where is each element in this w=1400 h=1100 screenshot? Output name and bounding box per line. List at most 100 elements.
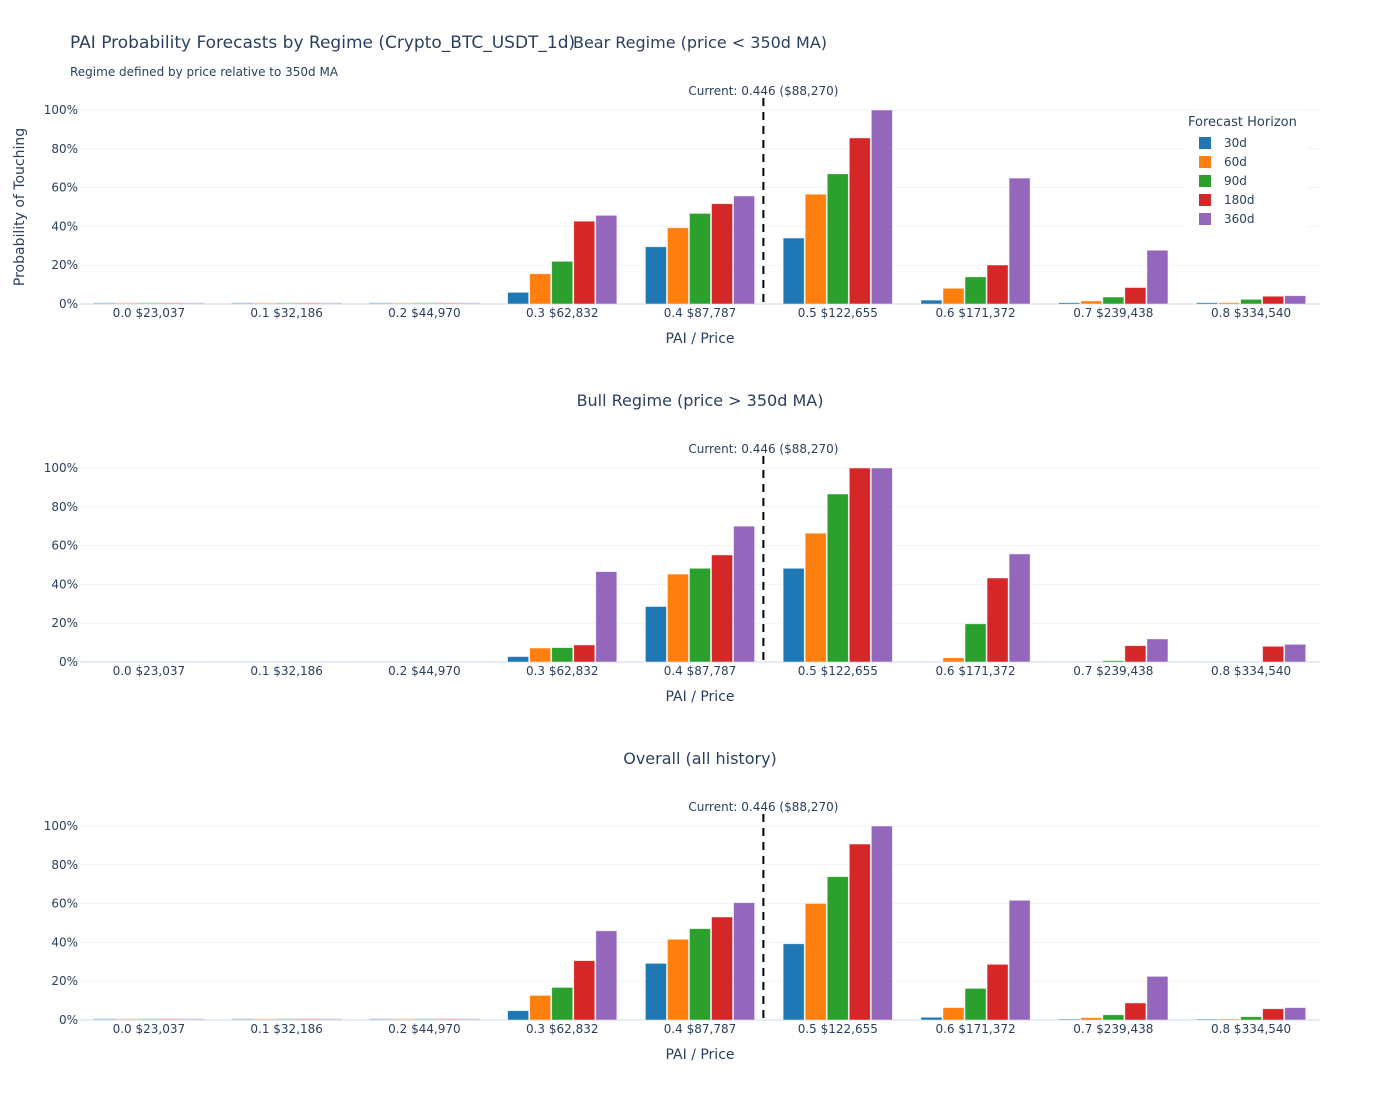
y-tick-label: 0% (59, 297, 78, 311)
bar-360d (1284, 1007, 1307, 1021)
bar-180d (711, 916, 733, 1021)
bar-30d (93, 1018, 116, 1020)
legend-item-180d[interactable]: 180d (1186, 190, 1308, 209)
bar-360d (733, 902, 756, 1021)
y-tick-label: 60% (51, 181, 78, 195)
bar-30d (231, 1018, 254, 1020)
y-axis-title: Probability of Touching (12, 128, 28, 286)
y-tick-label: 80% (51, 858, 78, 872)
current-marker-label: Current: 0.446 ($88,270) (688, 84, 838, 98)
bar-360d (870, 109, 893, 305)
legend-swatch-180d (1199, 193, 1211, 206)
bar-30d (920, 299, 943, 305)
x-tick-label: 0.5 $122,655 (798, 306, 878, 320)
x-tick-label: 0.6 $171,372 (935, 1022, 1015, 1036)
bar-60d (115, 1018, 138, 1020)
subplot-title: Bear Regime (price < 350d MA) (573, 33, 827, 52)
bar-90d (964, 987, 987, 1021)
x-tick-label: 0.8 $334,540 (1211, 306, 1291, 320)
legend-label: 30d (1224, 135, 1247, 150)
bar-60d (115, 302, 138, 304)
bar-90d (1102, 1014, 1125, 1021)
legend-swatch-30d (1199, 136, 1211, 149)
y-tick-label: 0% (59, 1013, 78, 1027)
y-tick-label: 80% (51, 500, 78, 514)
x-axis-title: PAI / Price (665, 1047, 734, 1063)
bar-30d (920, 1016, 943, 1021)
bar-90d (826, 493, 849, 663)
bar-90d (1102, 296, 1125, 305)
current-marker-label: Current: 0.446 ($88,270) (688, 800, 838, 814)
chart-title: PAI Probability Forecasts by Regime (Cry… (70, 33, 576, 53)
bar-360d (319, 1018, 342, 1020)
x-tick-label: 0.4 $87,787 (664, 1022, 737, 1036)
y-tick-label: 40% (51, 219, 78, 233)
x-tick-label: 0.0 $23,037 (113, 664, 186, 678)
y-tick-label: 40% (51, 577, 78, 591)
bar-90d (275, 1018, 298, 1020)
bar-180d (711, 554, 733, 663)
x-tick-label: 0.3 $62,832 (526, 306, 599, 320)
x-tick-label: 0.0 $23,037 (113, 1022, 186, 1036)
bar-30d (369, 1018, 392, 1020)
x-tick-label: 0.1 $32,186 (250, 664, 323, 678)
bar-360d (1146, 975, 1169, 1021)
bar-90d (413, 1018, 436, 1020)
y-tick-label: 100% (44, 819, 78, 833)
bar-90d (689, 213, 711, 305)
y-tick-label: 100% (44, 461, 78, 475)
x-tick-label: 0.5 $122,655 (798, 1022, 878, 1036)
legend-item-30d[interactable]: 30d (1186, 133, 1308, 152)
x-tick-label: 0.8 $334,540 (1211, 1022, 1291, 1036)
bar-180d (986, 577, 1009, 663)
bar-60d (804, 532, 827, 663)
y-tick-label: 20% (51, 616, 78, 630)
bar-360d (595, 930, 618, 1021)
bar-60d (529, 273, 552, 305)
x-tick-label: 0.2 $44,970 (388, 1022, 461, 1036)
bar-60d (667, 227, 689, 305)
bar-180d (573, 960, 596, 1021)
bar-180d (1262, 295, 1285, 305)
legend-label: 360d (1224, 211, 1255, 226)
bar-360d (595, 214, 618, 305)
bar-360d (1146, 638, 1169, 663)
bar-180d (1262, 1008, 1285, 1021)
bar-90d (826, 876, 849, 1021)
x-axis-title: PAI / Price (665, 331, 734, 347)
y-tick-label: 20% (51, 258, 78, 272)
bar-30d (782, 237, 805, 305)
bar-360d (181, 302, 204, 304)
bar-90d (551, 987, 574, 1021)
y-tick-label: 80% (51, 142, 78, 156)
bar-60d (942, 657, 965, 663)
bar-60d (391, 1018, 414, 1020)
bar-360d (870, 467, 893, 663)
subplot-title: Bull Regime (price > 350d MA) (577, 391, 824, 410)
legend-swatch-90d (1199, 174, 1211, 187)
bar-90d (964, 276, 987, 305)
legend-item-90d[interactable]: 90d (1186, 171, 1308, 190)
y-tick-label: 100% (44, 103, 78, 117)
x-tick-label: 0.7 $239,438 (1073, 1022, 1153, 1036)
legend-item-60d[interactable]: 60d (1186, 152, 1308, 171)
bar-360d (733, 195, 756, 305)
bar-180d (848, 137, 871, 305)
x-tick-label: 0.7 $239,438 (1073, 664, 1153, 678)
legend-label: 90d (1224, 173, 1247, 188)
y-tick-label: 20% (51, 974, 78, 988)
bar-60d (942, 287, 965, 305)
bar-90d (826, 173, 849, 305)
bar-30d (1058, 302, 1081, 305)
y-tick-label: 40% (51, 935, 78, 949)
legend-item-360d[interactable]: 360d (1186, 209, 1308, 228)
bar-180d (159, 1018, 182, 1020)
bar-180d (573, 220, 596, 305)
bar-30d (231, 302, 254, 304)
bar-180d (435, 302, 458, 304)
bar-30d (644, 962, 667, 1021)
y-tick-label: 60% (51, 897, 78, 911)
bar-180d (848, 467, 871, 663)
x-tick-label: 0.6 $171,372 (935, 664, 1015, 678)
bar-180d (711, 203, 733, 305)
